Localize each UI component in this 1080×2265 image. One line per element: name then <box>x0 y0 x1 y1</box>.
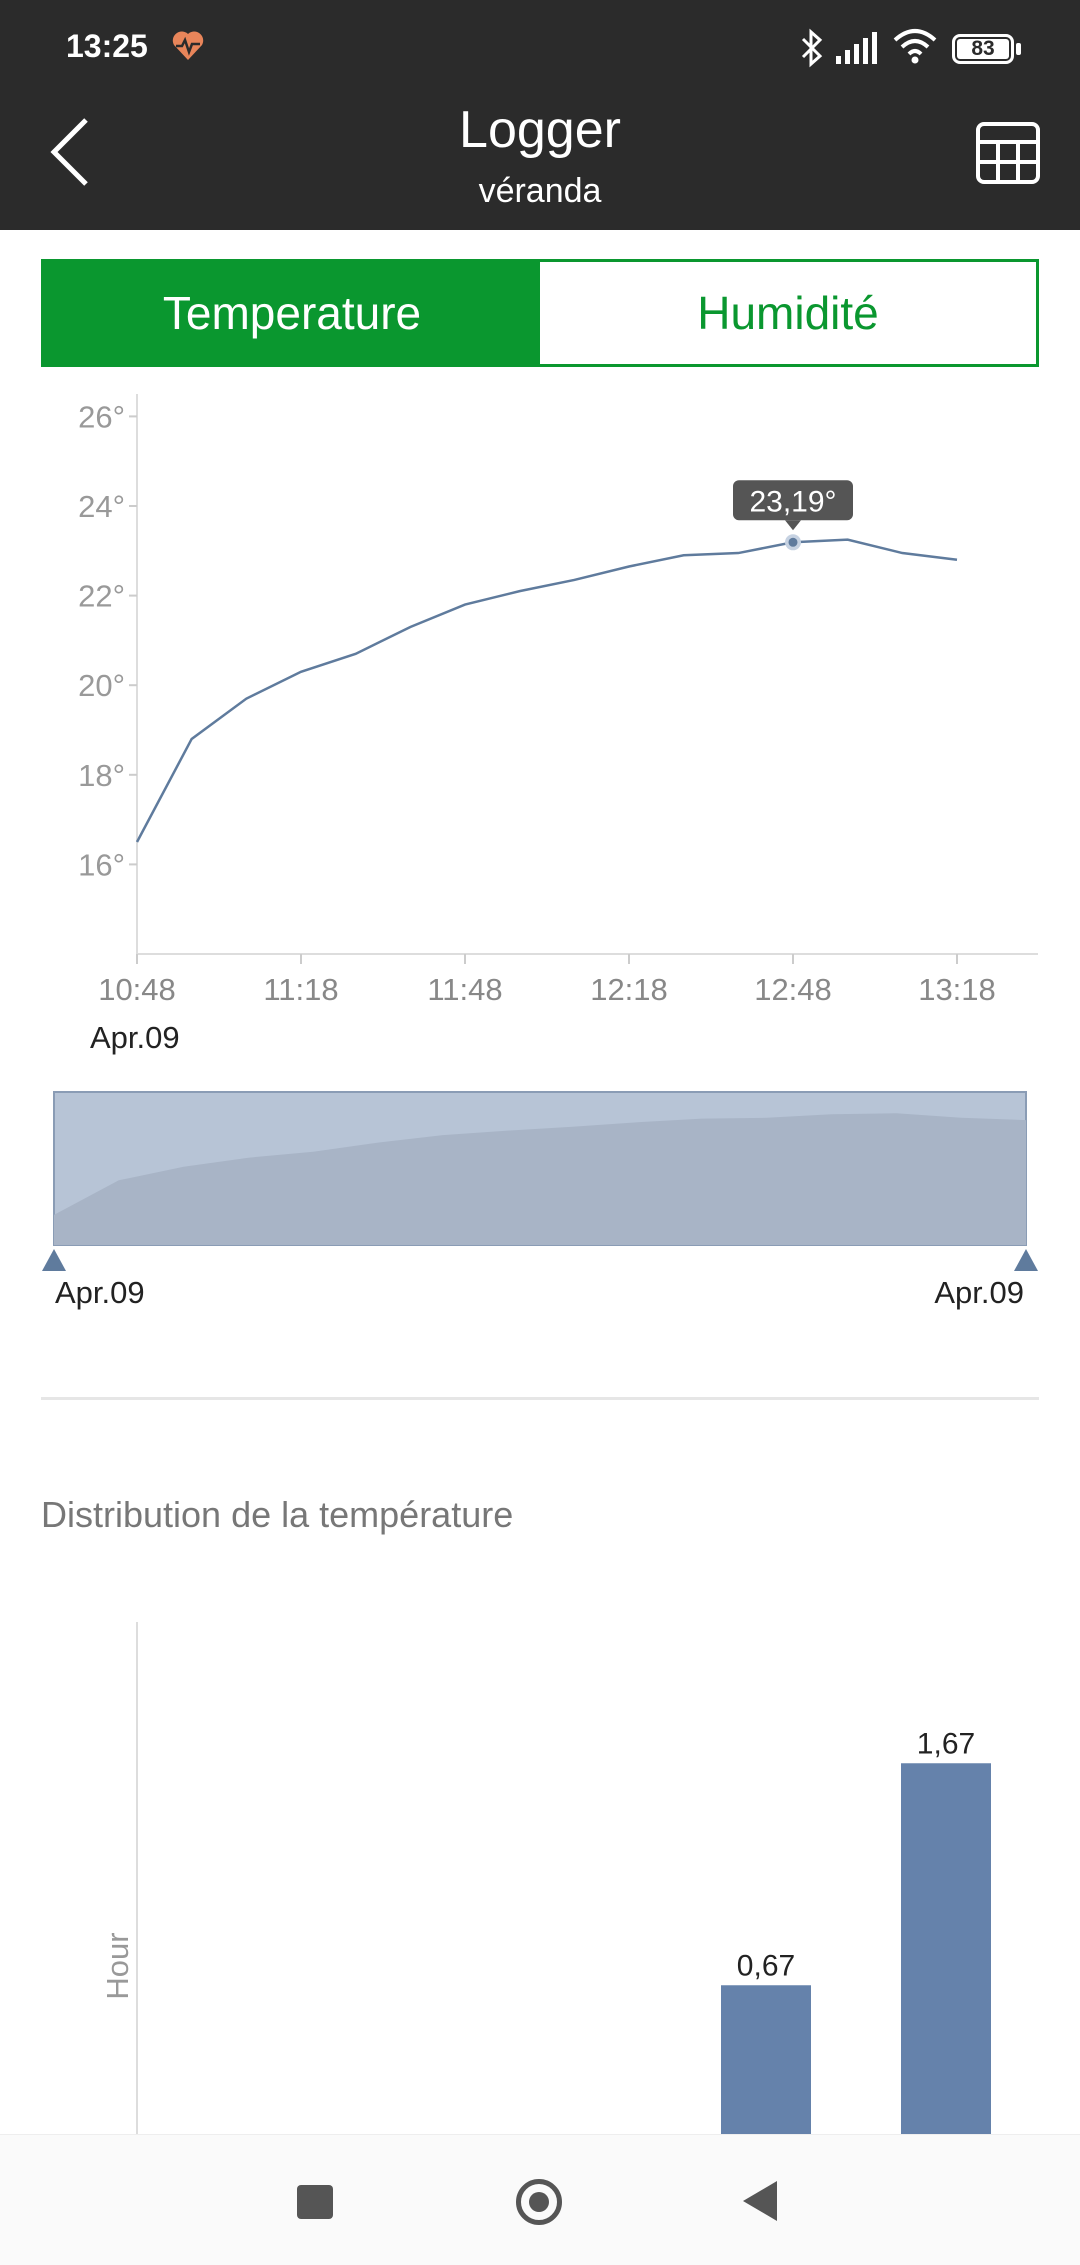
y-tick-label: 18° <box>78 758 125 793</box>
x-tick-label: 11:18 <box>263 972 338 1007</box>
tooltip-pointer <box>785 520 801 531</box>
heart-rate-icon <box>172 31 204 60</box>
recents-button[interactable] <box>297 2185 333 2219</box>
tooltip-label: 23,19° <box>749 485 836 518</box>
y-tick-label: 22° <box>78 579 125 614</box>
section-divider <box>41 1397 1039 1400</box>
distribution-title: Distribution de la température <box>41 1494 514 1535</box>
battery-icon: 83 <box>952 34 1014 64</box>
tab-humidite[interactable]: Humidité <box>540 262 1036 364</box>
tab-bar: Temperature Humidité <box>41 259 1039 367</box>
x-tick-label: 10:48 <box>98 972 176 1007</box>
y-axis-label: Hour <box>100 1932 135 1999</box>
y-tick-label: 16° <box>78 847 125 882</box>
wifi-icon <box>893 29 937 64</box>
nav-back-button[interactable] <box>743 2181 777 2221</box>
x-tick-label: 12:18 <box>590 972 668 1007</box>
bluetooth-icon <box>801 28 823 68</box>
chart-axes <box>136 394 1038 955</box>
range-preview-area <box>54 1113 1026 1245</box>
temperature-series <box>135 538 958 843</box>
temperature-line-chart: 26°24°22°20°18°16° 10:48 11:18 11:48 12:18 1… <box>78 394 1038 1007</box>
y-axis-ticks: 26° 24° 22° 20° 18° 16° <box>78 399 137 882</box>
range-handle-left[interactable] <box>42 1249 66 1271</box>
bar-value-label: 0,67 <box>737 1949 795 1982</box>
range-start-label: Apr.09 <box>55 1275 145 1310</box>
app-header: 13:25 83 Logger véranda <box>0 0 1080 230</box>
range-handle-right[interactable] <box>1014 1249 1038 1271</box>
home-button[interactable] <box>516 2179 562 2225</box>
system-nav-bar <box>0 2134 1080 2265</box>
y-tick-label: 24° <box>78 489 125 524</box>
temperature-line <box>135 538 958 843</box>
x-tick-label: 13:18 <box>918 972 996 1007</box>
y-tick-label: 20° <box>78 668 125 703</box>
temperature-distribution-chart: Hour 0,67 1,67 <box>100 1622 991 2134</box>
bar-value-label: 1,67 <box>917 1727 975 1760</box>
tooltip-box <box>733 480 853 521</box>
battery-cap <box>1016 43 1021 55</box>
back-button[interactable] <box>40 110 110 194</box>
distribution-bar <box>721 1985 811 2134</box>
status-time: 13:25 <box>66 28 148 64</box>
x-tick-label: 11:48 <box>427 972 502 1007</box>
page-subtitle: véranda <box>478 172 602 210</box>
range-end-label: Apr.09 <box>934 1275 1024 1310</box>
table-grid-icon[interactable] <box>970 118 1046 188</box>
signal-icon <box>836 32 877 64</box>
x-axis-ticks: 10:48 11:18 11:48 12:18 12:48 13:18 <box>98 954 996 1007</box>
page-title: Logger <box>459 101 621 159</box>
y-tick-label: 26° <box>78 399 125 434</box>
home-dot <box>529 2192 549 2212</box>
x-axis-date: Apr.09 <box>90 1020 180 1055</box>
distribution-bar <box>901 1763 991 2134</box>
tab-temperature[interactable]: Temperature <box>44 262 540 364</box>
chart-tooltip: 23,19° <box>733 480 853 551</box>
x-tick-label: 12:48 <box>754 972 832 1007</box>
range-selector[interactable] <box>42 1091 1038 1271</box>
battery-level: 83 <box>971 37 995 60</box>
highlight-point <box>788 537 798 547</box>
